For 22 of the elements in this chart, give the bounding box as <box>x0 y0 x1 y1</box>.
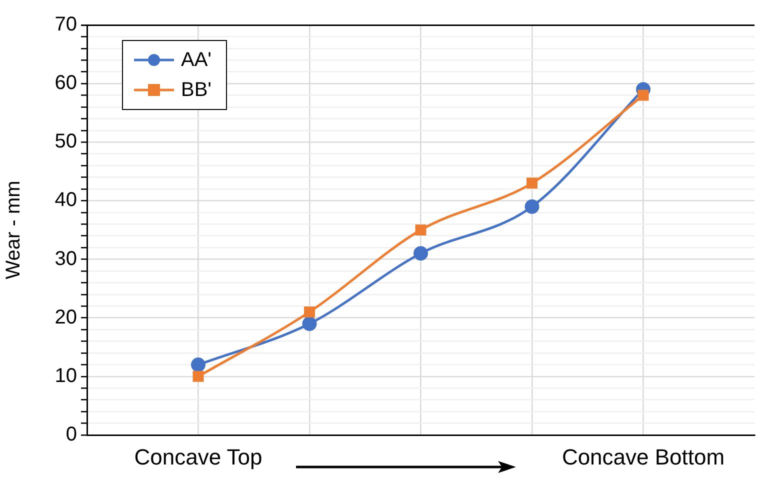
point <box>415 224 426 236</box>
y-tick-label: 30 <box>54 248 77 270</box>
point <box>304 306 315 318</box>
y-tick-label: 10 <box>54 364 77 387</box>
point <box>526 178 538 189</box>
y-tick-label: 0 <box>66 424 77 446</box>
x-tick-label: Concave Top <box>134 444 262 470</box>
point <box>302 316 317 331</box>
point <box>192 370 204 382</box>
legend-label: AA' <box>181 48 212 72</box>
y-tick-label: 40 <box>54 189 77 212</box>
point <box>524 199 540 214</box>
y-tick-label: 70 <box>54 14 77 36</box>
point <box>414 246 428 261</box>
y-tick-label: 60 <box>54 72 77 94</box>
y-tick-label: 50 <box>54 130 77 153</box>
y-tick-label: 20 <box>54 306 77 328</box>
point <box>191 357 206 372</box>
point <box>638 90 649 101</box>
legend-label: BB' <box>181 78 212 102</box>
x-tick-label: Concave Bottom <box>562 444 725 470</box>
y-axis-title: Wear - mm <box>2 180 25 280</box>
